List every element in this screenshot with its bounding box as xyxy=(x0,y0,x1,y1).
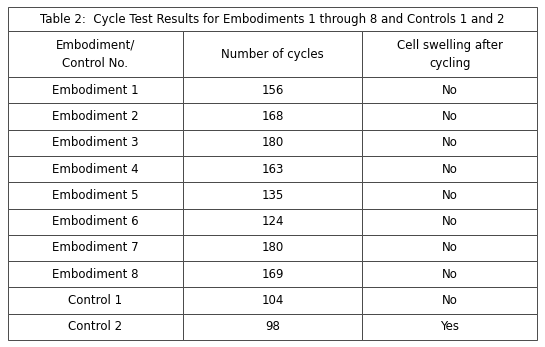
Text: No: No xyxy=(442,110,458,123)
Text: 163: 163 xyxy=(261,162,284,176)
Text: Control 1: Control 1 xyxy=(68,294,122,307)
Bar xyxy=(183,77,362,103)
Text: 180: 180 xyxy=(262,242,283,254)
Text: Embodiment 5: Embodiment 5 xyxy=(52,189,138,202)
Bar xyxy=(183,209,362,235)
Text: Control 2: Control 2 xyxy=(68,320,122,333)
Bar xyxy=(362,77,537,103)
Bar xyxy=(362,235,537,261)
Bar xyxy=(8,209,183,235)
Text: Yes: Yes xyxy=(440,320,459,333)
Bar xyxy=(362,182,537,209)
Bar xyxy=(8,235,183,261)
Text: No: No xyxy=(442,84,458,97)
Bar xyxy=(8,287,183,314)
Bar xyxy=(8,31,183,77)
Bar xyxy=(8,182,183,209)
Bar xyxy=(8,261,183,287)
Text: Embodiment 8: Embodiment 8 xyxy=(52,268,138,281)
Text: Embodiment 7: Embodiment 7 xyxy=(52,242,138,254)
Text: 98: 98 xyxy=(265,320,280,333)
Text: No: No xyxy=(442,162,458,176)
Bar xyxy=(8,103,183,129)
Bar xyxy=(183,235,362,261)
Bar xyxy=(362,31,537,77)
Text: No: No xyxy=(442,294,458,307)
Text: 124: 124 xyxy=(261,215,284,228)
Text: Cell swelling after
cycling: Cell swelling after cycling xyxy=(397,39,502,69)
Bar xyxy=(183,103,362,129)
Bar xyxy=(8,129,183,156)
Bar xyxy=(362,103,537,129)
Text: 180: 180 xyxy=(262,136,283,149)
Text: 156: 156 xyxy=(261,84,284,97)
Text: Embodiment 4: Embodiment 4 xyxy=(52,162,138,176)
Bar xyxy=(183,156,362,182)
Bar xyxy=(362,129,537,156)
Text: No: No xyxy=(442,215,458,228)
Text: 135: 135 xyxy=(262,189,283,202)
Bar xyxy=(183,314,362,340)
Text: No: No xyxy=(442,242,458,254)
Text: 169: 169 xyxy=(261,268,284,281)
Text: No: No xyxy=(442,268,458,281)
Bar xyxy=(8,7,537,31)
Bar xyxy=(8,314,183,340)
Text: Embodiment 1: Embodiment 1 xyxy=(52,84,138,97)
Text: Embodiment 3: Embodiment 3 xyxy=(52,136,138,149)
Text: No: No xyxy=(442,136,458,149)
Text: Embodiment 2: Embodiment 2 xyxy=(52,110,138,123)
Text: 104: 104 xyxy=(261,294,284,307)
Bar xyxy=(362,287,537,314)
Bar xyxy=(8,77,183,103)
Bar xyxy=(183,287,362,314)
Text: 168: 168 xyxy=(261,110,284,123)
Bar xyxy=(362,209,537,235)
Bar xyxy=(183,31,362,77)
Text: Table 2:  Cycle Test Results for Embodiments 1 through 8 and Controls 1 and 2: Table 2: Cycle Test Results for Embodime… xyxy=(40,12,505,25)
Bar xyxy=(362,314,537,340)
Bar xyxy=(362,261,537,287)
Bar xyxy=(183,261,362,287)
Text: Number of cycles: Number of cycles xyxy=(221,48,324,60)
Bar xyxy=(8,156,183,182)
Text: Embodiment/
Control No.: Embodiment/ Control No. xyxy=(56,39,135,69)
Bar xyxy=(183,129,362,156)
Text: No: No xyxy=(442,189,458,202)
Bar xyxy=(183,182,362,209)
Text: Embodiment 6: Embodiment 6 xyxy=(52,215,138,228)
Bar xyxy=(362,156,537,182)
